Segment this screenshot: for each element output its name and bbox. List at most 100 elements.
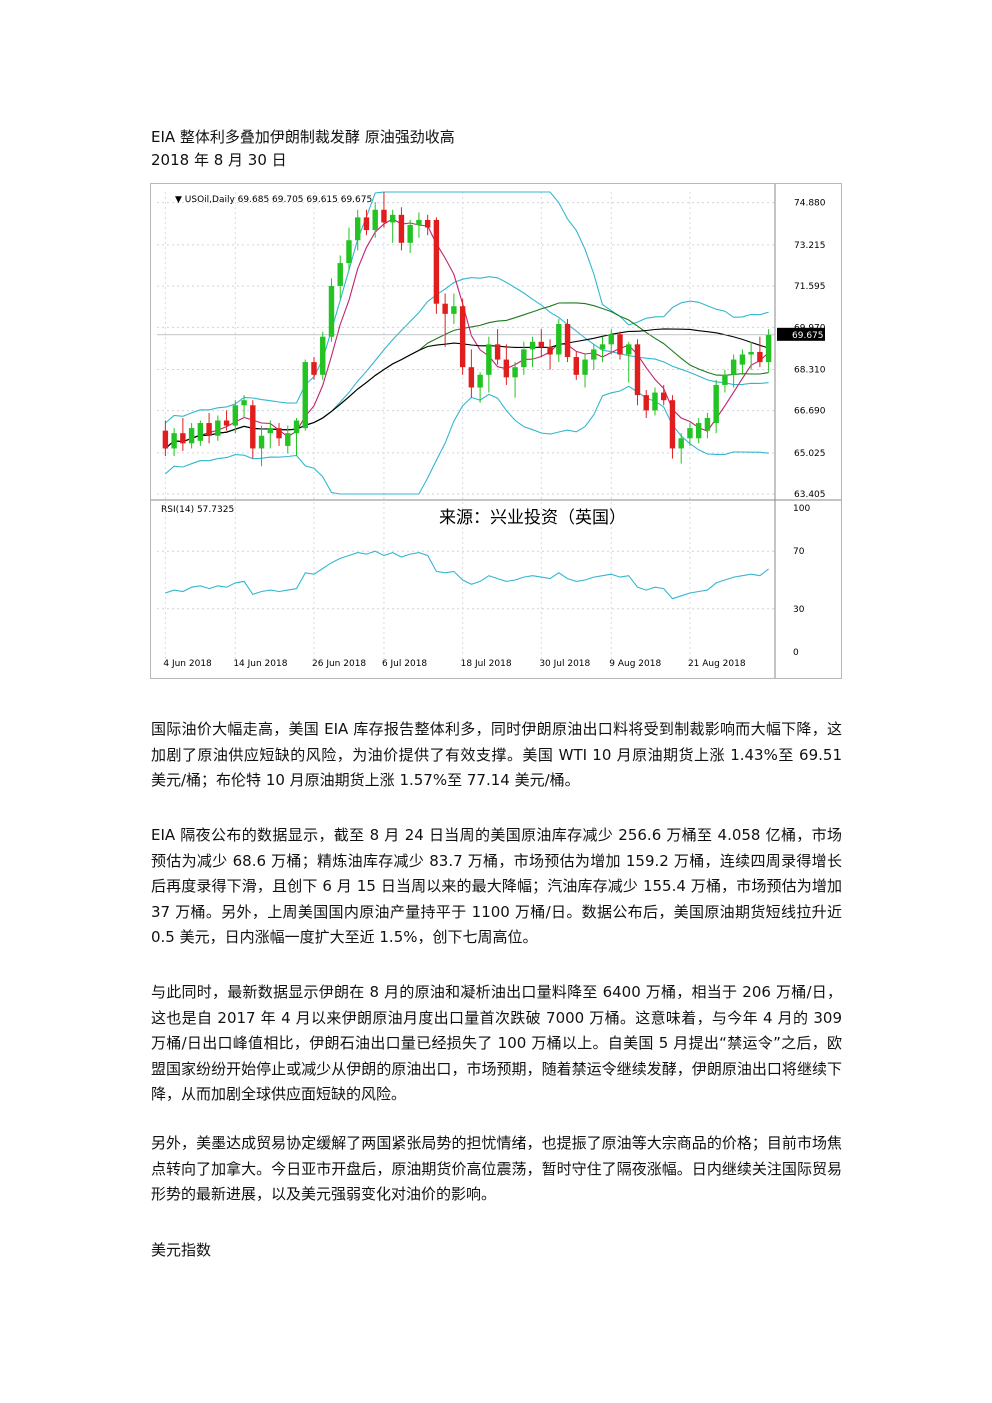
candle-body xyxy=(739,354,746,365)
candle-body xyxy=(346,240,352,264)
candle-body xyxy=(722,374,728,385)
candle-body xyxy=(477,374,483,388)
candle-body xyxy=(285,433,291,446)
candle-body xyxy=(582,359,588,375)
candle-body xyxy=(407,225,413,243)
candle-body xyxy=(320,336,326,375)
time-tick-label: 18 Jul 2018 xyxy=(461,659,512,669)
candle-body xyxy=(223,420,230,426)
candle-body xyxy=(398,214,405,243)
candle-body xyxy=(416,219,422,226)
source-label: 来源：兴业投资（英国） xyxy=(439,508,626,528)
candle-body xyxy=(669,400,676,449)
rsi-tick-label: 0 xyxy=(793,648,799,658)
price-tick-label: 65.025 xyxy=(794,449,826,459)
candle-body xyxy=(503,359,510,378)
candle-body xyxy=(302,362,308,429)
candle-body xyxy=(617,334,623,355)
candle-body xyxy=(704,417,711,431)
paragraph-2: EIA 隔夜公布的数据显示，截至 8 月 24 日当周的美国原油库存减少 256… xyxy=(151,826,842,947)
candle-body xyxy=(232,405,239,426)
candle-body xyxy=(337,263,343,286)
rsi-label: RSI(14) 57.7325 xyxy=(161,505,234,515)
candle-body xyxy=(695,423,702,439)
time-tick-label: 30 Jul 2018 xyxy=(539,659,590,669)
price-tick-label: 68.310 xyxy=(794,365,826,375)
candle-body xyxy=(442,303,448,314)
candle-body xyxy=(652,392,658,411)
symbol-marker-icon: ▼ xyxy=(175,195,182,205)
candle-body xyxy=(538,341,545,347)
time-tick-label: 6 Jul 2018 xyxy=(382,659,427,669)
candle-body xyxy=(713,384,719,424)
candle-body xyxy=(293,420,300,434)
paragraph-3: 与此同时，最新数据显示伊朗在 8 月的原油和凝析油出口量料降至 6400 万桶，… xyxy=(151,983,842,1104)
paragraph-1: 国际油价大幅走高，美国 EIA 库存报告整体利多，同时伊朗原油出口料将受到制裁影… xyxy=(151,720,842,790)
candle-body xyxy=(363,217,370,231)
candle-body xyxy=(389,214,396,223)
price-tick-label: 73.215 xyxy=(794,241,826,251)
rsi-line xyxy=(165,550,769,600)
candle-body xyxy=(276,428,282,439)
candle-body xyxy=(564,324,571,358)
candle-body xyxy=(687,428,693,439)
time-tick-label: 21 Aug 2018 xyxy=(688,659,746,669)
candle-body xyxy=(599,344,606,350)
candle-body xyxy=(258,435,265,449)
candle-body xyxy=(372,209,378,231)
candle-body xyxy=(215,420,221,436)
candle-body xyxy=(197,423,204,441)
price-tick-label: 71.595 xyxy=(794,282,826,292)
candle-body xyxy=(556,324,562,355)
candle-body xyxy=(381,209,387,223)
candle-body xyxy=(494,344,501,360)
candle-body xyxy=(521,349,527,368)
candle-body xyxy=(206,423,212,436)
rsi-tick-label: 70 xyxy=(793,547,805,557)
candle-body xyxy=(433,219,440,304)
candle-body xyxy=(547,346,553,355)
candle-body xyxy=(171,433,177,449)
candle-body xyxy=(424,219,431,228)
current-price-badge xyxy=(777,327,825,341)
current-price-label: 69.675 xyxy=(792,331,824,341)
article-date: 2018 年 8 月 30 日 xyxy=(151,151,287,169)
chart-background xyxy=(151,184,841,678)
candle-body xyxy=(451,306,457,314)
bollinger-lower-line xyxy=(165,385,769,495)
article-title: EIA 整体利多叠加伊朗制裁发酵 原油强劲收高 xyxy=(151,128,455,146)
candle-body xyxy=(311,362,317,375)
candle-body xyxy=(188,428,195,444)
candle-body xyxy=(486,344,492,375)
candle-body xyxy=(678,438,684,449)
time-tick-label: 4 Jun 2018 xyxy=(163,659,212,669)
candle-body xyxy=(634,344,641,396)
rsi-tick-label: 100 xyxy=(793,504,810,514)
rsi-tick-label: 30 xyxy=(793,605,805,615)
candle-body xyxy=(591,349,597,360)
bollinger-upper-line xyxy=(165,191,769,424)
candle-body xyxy=(328,285,335,337)
candle-body xyxy=(529,341,536,350)
price-tick-label: 74.880 xyxy=(794,199,826,209)
candle-body xyxy=(661,392,667,401)
section-heading: 美元指数 xyxy=(151,1241,212,1259)
price-tick-label: 63.405 xyxy=(794,490,826,500)
candle-body xyxy=(608,334,614,345)
chart-header: ▼ USOil,Daily 69.685 69.705 69.615 69.67… xyxy=(175,195,372,205)
fast-moving-average-line xyxy=(165,218,769,449)
candlestick-chart-svg: 74.88073.21571.59569.97068.31066.69065.0… xyxy=(151,184,841,678)
candle-body xyxy=(573,357,579,375)
candle-body xyxy=(180,433,186,444)
candle-body xyxy=(730,359,737,375)
slow-moving-average-line xyxy=(165,328,769,449)
candle-body xyxy=(757,351,763,363)
candle-body xyxy=(748,351,754,355)
price-tick-label: 66.690 xyxy=(794,407,826,417)
candle-body xyxy=(250,405,256,449)
candle-body xyxy=(241,400,247,406)
time-tick-label: 14 Jun 2018 xyxy=(233,659,287,669)
candle-body xyxy=(512,367,518,378)
candle-body xyxy=(643,395,649,411)
candle-body xyxy=(162,430,169,449)
